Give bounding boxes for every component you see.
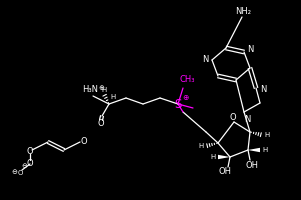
Text: O: O xyxy=(230,112,236,121)
Text: CH₃: CH₃ xyxy=(179,75,195,84)
Text: O: O xyxy=(81,138,87,146)
Text: H: H xyxy=(110,94,116,100)
Text: N: N xyxy=(247,46,253,54)
Text: H: H xyxy=(262,147,268,153)
Text: NH₂: NH₂ xyxy=(235,7,251,17)
Polygon shape xyxy=(218,155,230,159)
Text: O: O xyxy=(27,160,33,168)
Text: H: H xyxy=(101,87,107,93)
Polygon shape xyxy=(248,148,260,152)
Text: H: H xyxy=(210,154,216,160)
Text: ⊕: ⊕ xyxy=(98,85,104,91)
Text: O: O xyxy=(17,170,23,176)
Text: O: O xyxy=(27,146,33,156)
Text: H: H xyxy=(264,132,270,138)
Text: S: S xyxy=(174,98,182,110)
Text: N: N xyxy=(260,84,266,94)
Text: OH: OH xyxy=(246,160,259,170)
Text: N: N xyxy=(202,55,208,64)
Text: ⊕: ⊕ xyxy=(182,94,188,102)
Text: H: H xyxy=(198,143,203,149)
Text: O: O xyxy=(98,119,104,129)
Text: OH: OH xyxy=(219,168,231,176)
Text: N: N xyxy=(244,114,250,123)
Text: ⊖: ⊖ xyxy=(11,169,17,175)
Text: H₃N: H₃N xyxy=(82,86,98,95)
Text: ⊖: ⊖ xyxy=(21,163,27,169)
